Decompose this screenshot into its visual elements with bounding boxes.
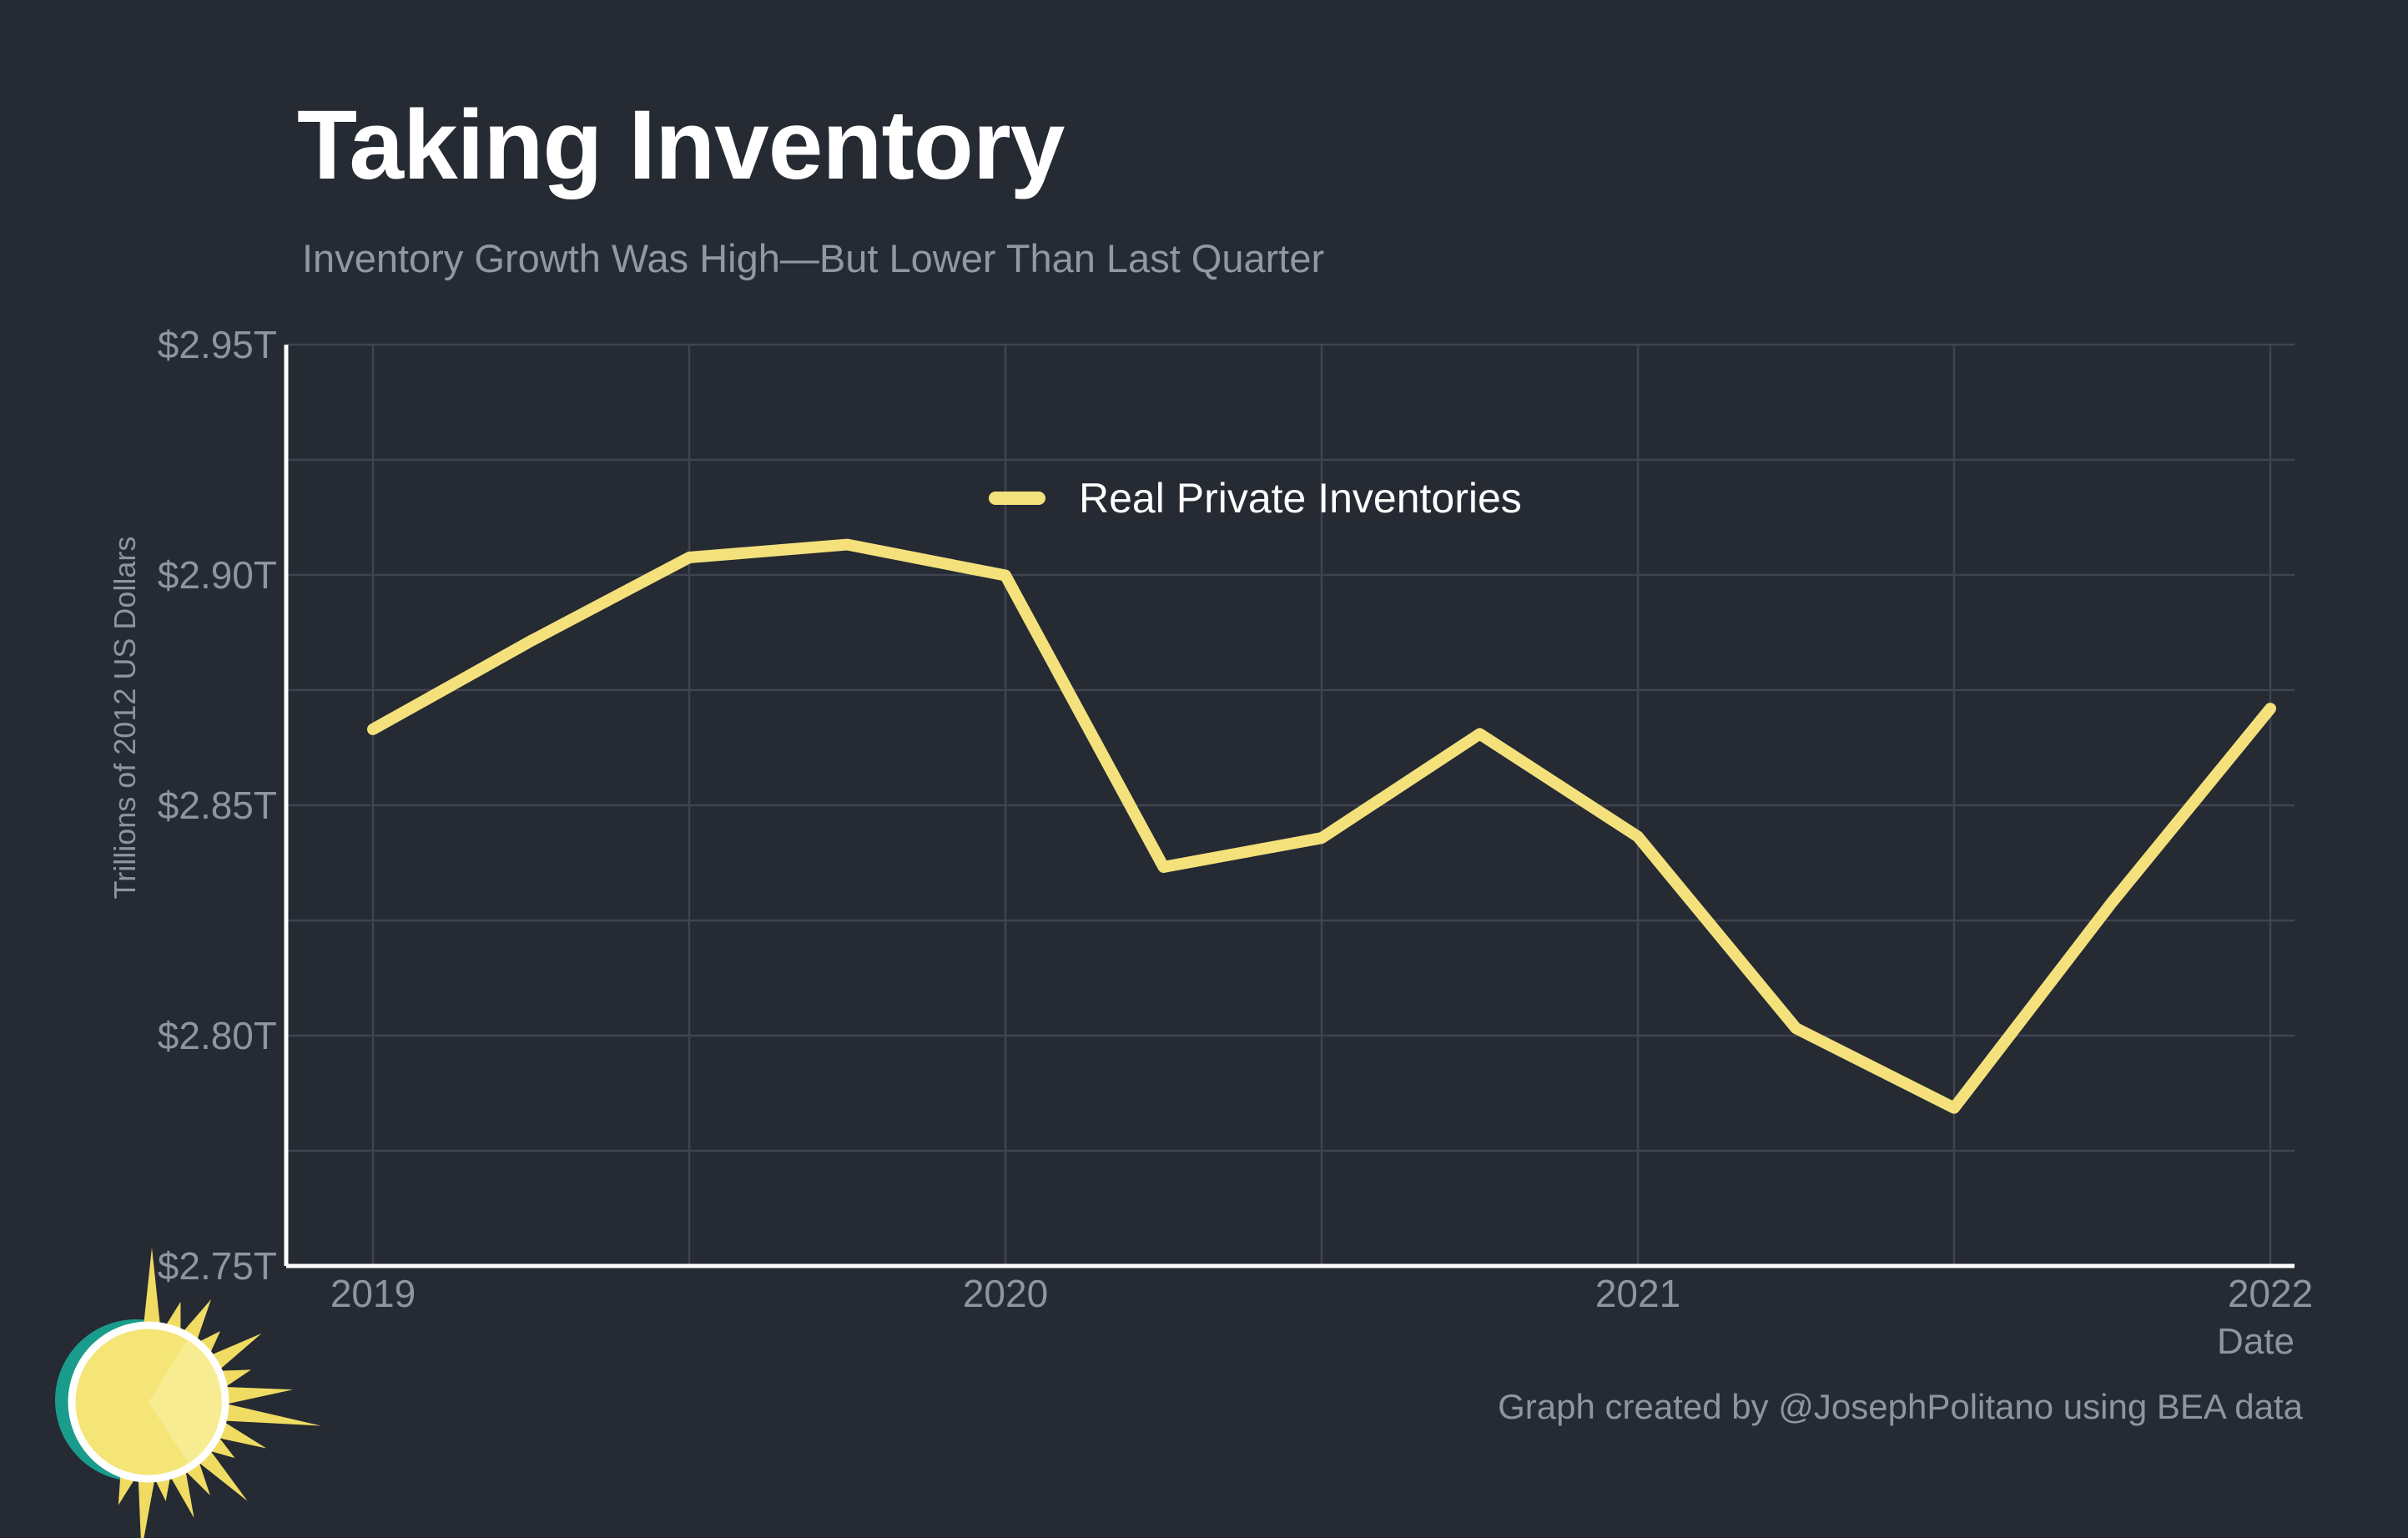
- sun-ray: [169, 1469, 194, 1519]
- legend-label: Real Private Inventories: [1079, 475, 1522, 522]
- series-line-real-private-inventories[interactable]: [367, 538, 2276, 1114]
- sun-ray: [219, 1369, 251, 1388]
- x-tick-label: 2021: [1595, 1272, 1680, 1315]
- y-tick-label: $2.95T: [158, 323, 277, 366]
- sun-logo: [55, 1248, 322, 1538]
- sun-ray: [218, 1422, 267, 1449]
- y-tick-label: $2.75T: [158, 1244, 277, 1288]
- credit-line: Graph created by @JosephPolitano using B…: [1498, 1387, 2303, 1426]
- page-title: Taking Inventory: [297, 90, 1065, 200]
- legend-swatch-real-private-inventories: [989, 492, 1045, 505]
- legend[interactable]: Real Private Inventories: [989, 467, 1522, 529]
- sun-disc-highlight-wedge: [149, 1339, 222, 1464]
- y-tick-label: $2.80T: [158, 1014, 277, 1057]
- sun-ray: [225, 1387, 294, 1404]
- sun-ray: [210, 1333, 262, 1370]
- sun-ray: [224, 1404, 322, 1426]
- x-tick-label: 2020: [963, 1272, 1048, 1315]
- sun-ray: [197, 1331, 220, 1354]
- x-tick-label: 2022: [2228, 1272, 2313, 1315]
- sun-ray: [138, 1475, 155, 1538]
- sun-ray: [143, 1248, 161, 1328]
- sun-ray: [181, 1299, 211, 1342]
- sun-ray: [197, 1450, 248, 1501]
- x-tick-label: 2019: [330, 1272, 416, 1315]
- y-tick-label: $2.85T: [158, 784, 277, 827]
- x-axis-title: Date: [2217, 1321, 2295, 1362]
- y-tick-label: $2.90T: [158, 553, 277, 597]
- page-subtitle: Inventory Growth Was High—But Lower Than…: [302, 236, 1325, 280]
